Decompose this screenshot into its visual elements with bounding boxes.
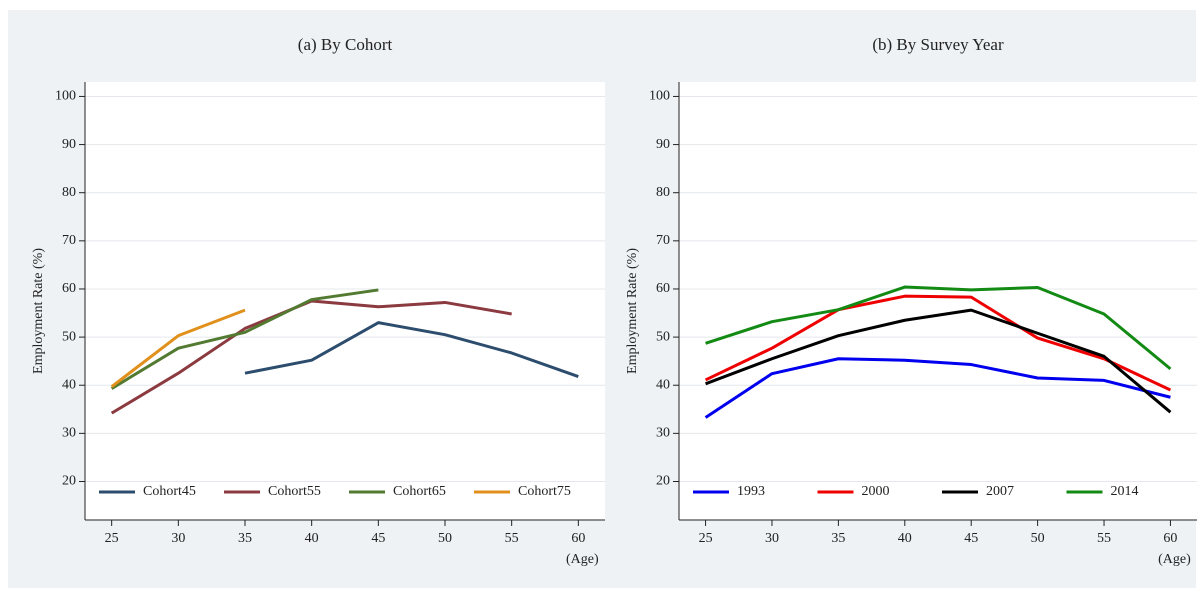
y-axis-label: Employment Rate (%) — [31, 248, 46, 374]
y-tick-label: 60 — [62, 281, 76, 296]
legend-label: Cohort75 — [518, 484, 571, 499]
x-tick-label: 50 — [438, 531, 452, 546]
plot-area — [679, 82, 1197, 520]
series-line — [704, 357, 1171, 419]
legend-label: 2007 — [986, 484, 1014, 499]
x-tick-label: 60 — [1163, 531, 1177, 546]
y-tick-label: 70 — [656, 233, 670, 248]
x-axis-label: (Age) — [1158, 552, 1191, 567]
x-tick-label: 45 — [371, 531, 385, 546]
legend-label: 2014 — [1111, 484, 1139, 499]
x-tick-label: 25 — [105, 531, 119, 546]
x-tick-label: 55 — [505, 531, 519, 546]
y-tick-label: 80 — [62, 185, 76, 200]
x-tick-label: 40 — [305, 531, 319, 546]
x-tick-label: 60 — [571, 531, 585, 546]
legend-label: Cohort65 — [393, 484, 446, 499]
y-tick-label: 20 — [62, 474, 76, 489]
x-tick-label: 45 — [964, 531, 978, 546]
legend-label: 1993 — [737, 484, 765, 499]
x-tick-label: 40 — [898, 531, 912, 546]
plot-area — [85, 82, 605, 520]
x-tick-label: 35 — [831, 531, 845, 546]
y-tick-label: 60 — [656, 281, 670, 296]
y-tick-label: 30 — [656, 426, 670, 441]
legend-label: Cohort55 — [268, 484, 321, 499]
y-tick-label: 100 — [649, 89, 670, 104]
y-tick-label: 50 — [656, 329, 670, 344]
x-axis-label: (Age) — [566, 552, 599, 567]
series-line — [704, 294, 1172, 392]
y-tick-label: 70 — [62, 233, 76, 248]
series-line — [705, 308, 1172, 414]
y-tick-label: 20 — [656, 474, 670, 489]
x-tick-label: 30 — [765, 531, 779, 546]
chart-title: (a) By Cohort — [298, 35, 393, 54]
chart-title: (b) By Survey Year — [872, 35, 1004, 54]
x-tick-label: 30 — [171, 531, 185, 546]
y-axis-label: Employment Rate (%) — [625, 248, 640, 374]
y-tick-label: 90 — [62, 137, 76, 152]
legend-label: 2000 — [862, 484, 890, 499]
x-tick-label: 50 — [1031, 531, 1045, 546]
series-line — [110, 308, 246, 388]
legend-label: Cohort45 — [143, 484, 196, 499]
series-line — [110, 288, 379, 390]
y-tick-label: 80 — [656, 185, 670, 200]
y-tick-label: 30 — [62, 426, 76, 441]
x-tick-label: 25 — [699, 531, 713, 546]
y-tick-label: 40 — [62, 377, 76, 392]
series-line — [705, 285, 1172, 371]
series-line — [244, 321, 579, 378]
y-tick-label: 40 — [656, 377, 670, 392]
y-tick-label: 50 — [62, 329, 76, 344]
x-tick-label: 55 — [1097, 531, 1111, 546]
y-tick-label: 100 — [55, 89, 76, 104]
y-tick-label: 90 — [656, 137, 670, 152]
x-tick-label: 35 — [238, 531, 252, 546]
